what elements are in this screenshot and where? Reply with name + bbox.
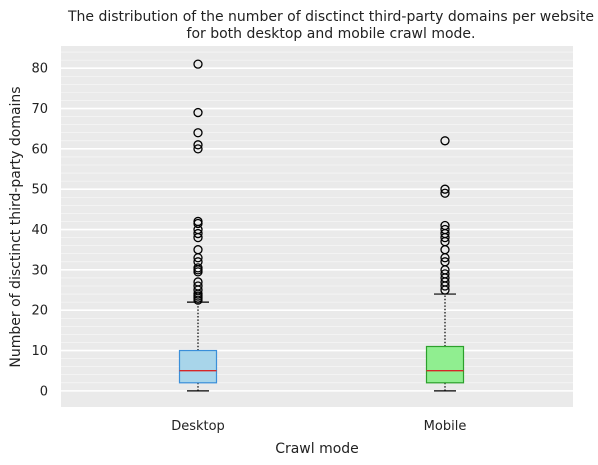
y-tick-label: 30 [31, 263, 48, 278]
outlier-point [440, 220, 450, 231]
outlier-point [193, 128, 203, 138]
outlier-point [193, 281, 203, 291]
chart-title-line-1: The distribution of the number of discti… [67, 9, 594, 25]
outlier-point [193, 245, 203, 255]
boxes [178, 59, 465, 392]
outlier-point [193, 263, 203, 273]
outlier-point [193, 277, 203, 287]
x-tick-label: Mobile [424, 419, 467, 434]
outlier-point [193, 228, 203, 239]
outlier-point [440, 269, 450, 279]
outlier-point [193, 107, 203, 118]
grid [61, 51, 573, 392]
outlier-point [193, 144, 203, 154]
iqr-box [425, 345, 465, 384]
box-desktop [178, 59, 218, 392]
plot-area [61, 46, 573, 407]
iqr-box [178, 349, 218, 384]
outlier-point [440, 188, 450, 198]
y-tick-label: 50 [31, 183, 48, 198]
x-tick-label: Desktop [171, 419, 225, 434]
chart-title-line-2: for both desktop and mobile crawl mode. [187, 26, 476, 42]
y-tick-label: 20 [31, 304, 48, 319]
outlier-point [193, 59, 203, 69]
y-tick-label: 70 [31, 102, 48, 117]
outlier-point [440, 224, 450, 235]
y-tick-label: 10 [31, 344, 48, 359]
x-axis-label: Crawl mode [275, 441, 359, 457]
y-tick-label: 0 [40, 384, 48, 399]
outlier-point [193, 216, 203, 227]
outlier-point [440, 136, 450, 146]
y-axis-label: Number of disctinct third-party domains [8, 86, 24, 367]
y-tick-label: 80 [31, 62, 48, 77]
y-tick-label: 60 [31, 142, 48, 157]
outlier-point [193, 140, 203, 150]
outlier-point [193, 257, 203, 267]
outlier-point [440, 184, 450, 194]
y-axis-ticks: 0 10 20 30 40 50 60 70 80 [31, 62, 48, 400]
outlier-point [440, 257, 450, 267]
y-tick-label: 40 [31, 223, 48, 238]
x-axis-ticks: Desktop Mobile [171, 419, 466, 434]
box-mobile [425, 136, 465, 392]
